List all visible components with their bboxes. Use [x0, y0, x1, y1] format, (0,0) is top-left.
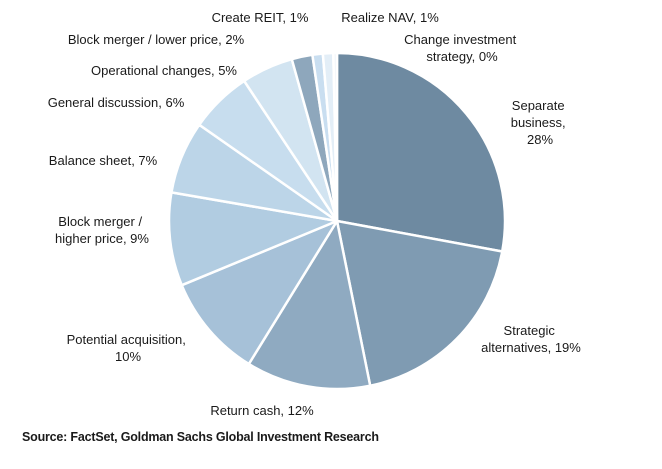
pie-slice-change-investment-strategy-0 [332, 51, 339, 223]
slice-label-block-merger-higher: Block merger / higher price, 9% [55, 214, 149, 246]
pie-slice-block-merger-higher-price-9 [167, 191, 339, 287]
pie-slice-potential-acquisition-10 [180, 219, 339, 366]
slice-label-general-discussion: General discussion, 6% [48, 95, 185, 110]
pie-labels: Separate business, 28% Strategic alterna… [48, 10, 582, 418]
slice-label-strategic-alternatives: Strategic alternatives, 19% [481, 323, 581, 355]
slice-label-block-merger-lower: Block merger / lower price, 2% [68, 32, 245, 47]
slice-label-return-cash: Return cash, 12% [210, 403, 314, 418]
pie-slice-strategic-alternatives-19 [335, 219, 504, 387]
slice-label-separate-business: Separate business, 28% [511, 98, 570, 147]
pie-slices [167, 51, 507, 391]
slice-label-change-investment: Change investment strategy, 0% [404, 32, 520, 64]
slice-label-realize-nav: Realize NAV, 1% [341, 10, 439, 25]
slice-label-create-reit: Create REIT, 1% [212, 10, 309, 25]
slice-label-potential-acquisition: Potential acquisition, 10% [67, 332, 190, 364]
pie-slice-return-cash-12 [247, 219, 372, 391]
slice-label-operational-changes: Operational changes, 5% [91, 63, 237, 78]
source-note: Source: FactSet, Goldman Sachs Global In… [22, 430, 379, 444]
pie-slice-separate-business-28 [335, 51, 507, 253]
slice-label-balance-sheet: Balance sheet, 7% [49, 153, 158, 168]
